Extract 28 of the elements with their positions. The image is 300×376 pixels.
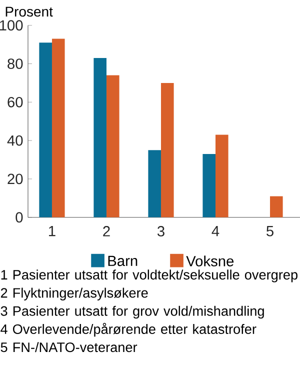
legend-label: Voksne [186,256,234,266]
y-axis-title: Prosent [6,6,53,17]
bar [94,58,106,218]
x-tick-label: 4 [212,226,220,236]
y-tick-label: 20 [8,174,23,184]
y-tick-label: 100 [0,20,23,31]
text: 3 Pasienter utsatt for grov vold/mishandling [0,306,264,319]
bar [106,75,120,218]
x-tick-label: 5 [266,226,274,236]
y-tick-label: 0 [16,212,23,223]
bar [160,82,174,218]
legend-label: Barn [108,256,138,266]
bar [270,196,283,218]
bar [39,42,52,218]
y-tick-label: 80 [8,58,23,69]
bar [148,150,161,218]
bar [202,154,216,218]
x-tick-label: 2 [103,226,110,236]
text: 5 FN-/NATO-veteraner [0,342,138,352]
y-tick-label: 60 [8,96,23,108]
bar [52,38,65,218]
x-tick-label: 1 [49,226,56,236]
text: 1 Pasienter utsatt for voldtekt/seksuelle overgrep [1,270,298,282]
y-tick-label: 40 [7,135,23,146]
x-tick-label: 3 [157,226,164,236]
text: 2 Flyktninger/asylsøkere [0,288,148,300]
bar [216,134,228,218]
text: 4 Overlevende/pårørende etter katastrofer [0,322,256,337]
